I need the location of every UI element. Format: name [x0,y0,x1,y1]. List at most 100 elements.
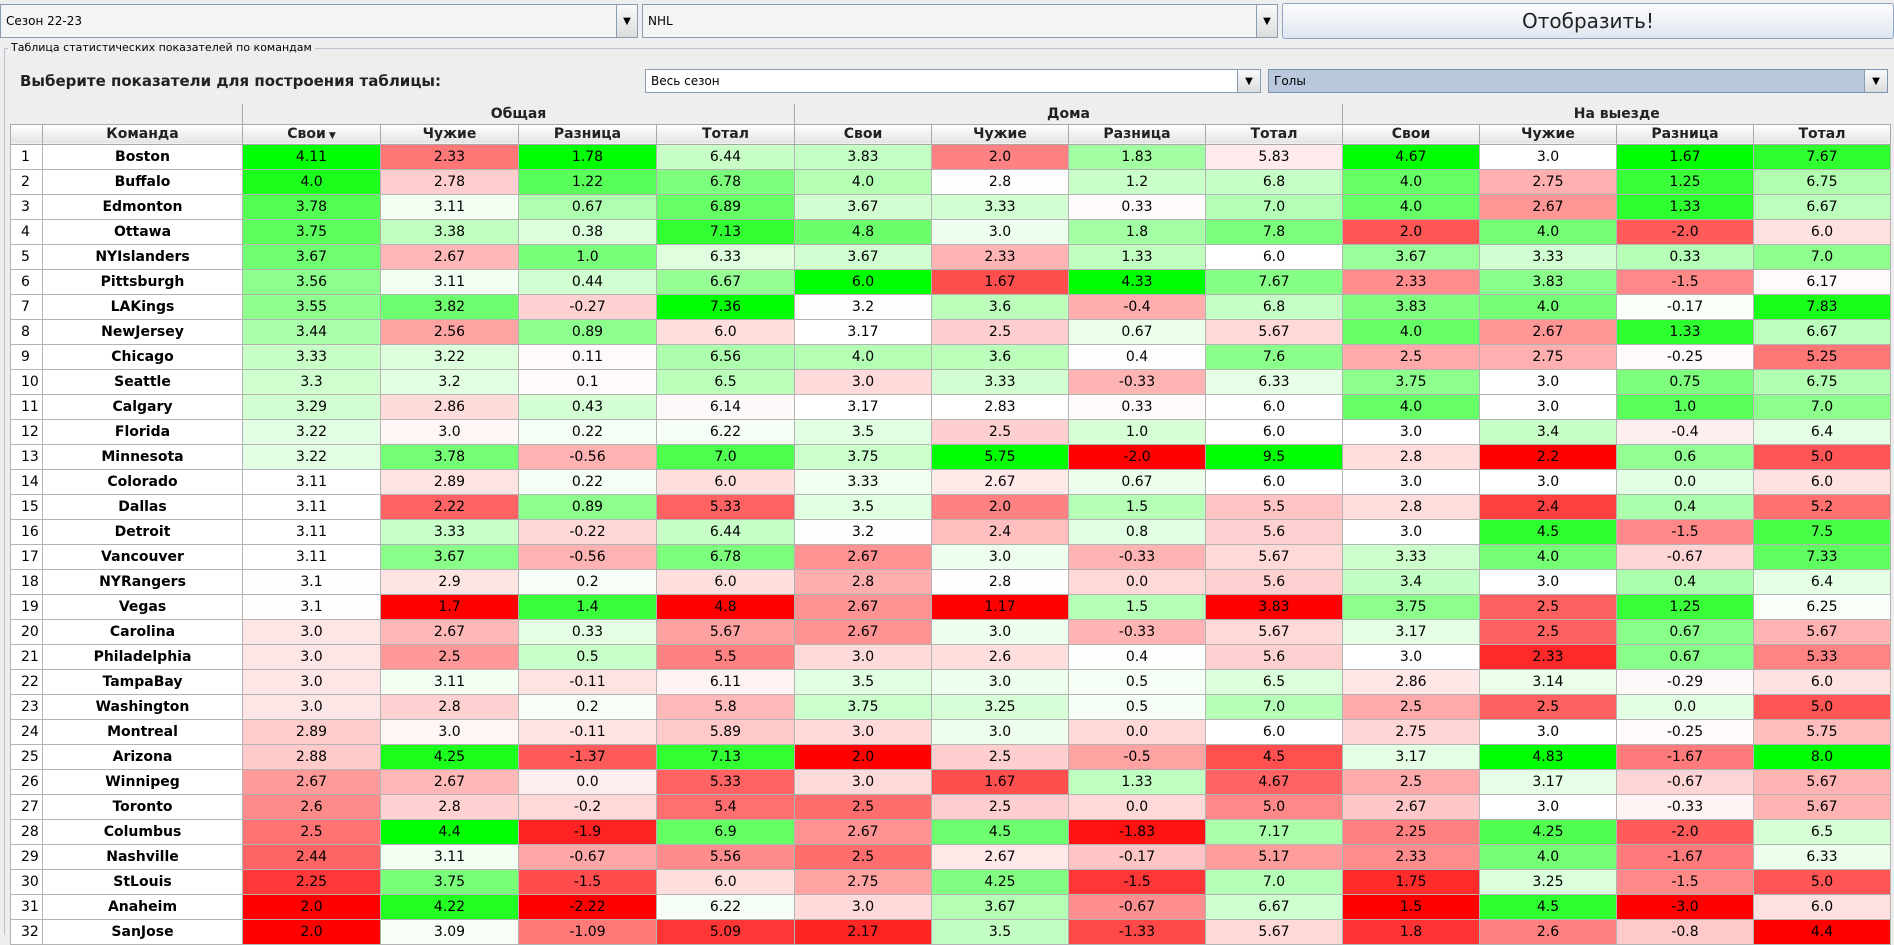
table-row[interactable]: 4 Ottawa 3.75 3.38 0.38 7.13 4.8 3.0 1.8 7.8 2.0 4.… [10,218,1891,245]
stat-cell: 3.6 [931,293,1069,320]
table-row[interactable]: 14 Colorado 3.11 2.89 0.22 6.0 3.33 2.67 0.67 6.0… [10,468,1891,495]
table-row[interactable]: 6 Pittsburgh 3.56 3.11 0.44 6.67 6.0 1.67 4.33 7.… [10,268,1891,295]
column-header[interactable]: Тотал [1205,123,1343,145]
table-row[interactable]: 20 Carolina 3.0 2.67 0.33 5.67 2.67 3.0 -0.33 5.6… [10,618,1891,645]
column-header[interactable]: Команда [42,123,243,145]
panel-title: Таблица статистических показателей по ко… [8,41,315,54]
column-header[interactable]: Разница [1068,123,1206,145]
metric-select[interactable]: Голы ▼ [1268,69,1888,93]
stat-cell: 2.78 [380,168,519,195]
team-cell: Toronto [42,793,243,820]
stat-cell: -0.67 [1616,768,1754,795]
table-row[interactable]: 32 SanJose 2.0 3.09 -1.09 5.09 2.17 3.5 -1.33 5.6… [10,918,1891,945]
table-row[interactable]: 1 Boston 4.11 2.33 1.78 6.44 3.83 2.0 1.83 5.83 4.… [10,143,1891,170]
table-row[interactable]: 8 NewJersey 3.44 2.56 0.89 6.0 3.17 2.5 0.67 5.67… [10,318,1891,345]
stat-cell: 5.0 [1205,793,1343,820]
stat-cell: -1.33 [1068,918,1206,945]
table-row[interactable]: 16 Detroit 3.11 3.33 -0.22 6.44 3.2 2.4 0.8 5.6 3.… [10,518,1891,545]
stat-cell: 2.5 [1342,693,1480,720]
table-row[interactable]: 9 Chicago 3.33 3.22 0.11 6.56 4.0 3.6 0.4 7.6 2.5 2… [10,343,1891,370]
column-header[interactable]: Чужие [380,123,519,145]
stat-cell: 2.22 [380,493,519,520]
table-row[interactable]: 7 LAKings 3.55 3.82 -0.27 7.36 3.2 3.6 -0.4 6.8 3.… [10,293,1891,320]
stat-cell: 3.17 [1479,768,1617,795]
stat-cell: 4.0 [1342,193,1480,220]
table-row[interactable]: 22 TampaBay 3.0 3.11 -0.11 6.11 3.5 3.0 0.5 6.5 2.… [10,668,1891,695]
table-row[interactable]: 26 Winnipeg 2.67 2.67 0.0 5.33 3.0 1.67 1.33 4.67… [10,768,1891,795]
stat-cell: 5.75 [1753,718,1891,745]
stat-cell: 2.33 [1479,643,1617,670]
table-row[interactable]: 18 NYRangers 3.1 2.9 0.2 6.0 2.8 2.8 0.0 5.6 3.4 3.… [10,568,1891,595]
stat-cell: 4.0 [1342,168,1480,195]
season-select[interactable]: Сезон 22-23 ▼ [0,4,638,38]
chevron-down-icon[interactable]: ▼ [616,5,637,37]
column-header-rank[interactable] [10,123,43,145]
rank-cell: 15 [10,493,43,520]
table-row[interactable]: 28 Columbus 2.5 4.4 -1.9 6.9 2.67 4.5 -1.83 7.17 2… [10,818,1891,845]
column-header[interactable]: Чужие [931,123,1069,145]
chevron-down-icon[interactable]: ▼ [1256,5,1277,37]
stat-cell: 3.22 [380,343,519,370]
stat-cell: 1.25 [1616,168,1754,195]
table-row[interactable]: 2 Buffalo 4.0 2.78 1.22 6.78 4.0 2.8 1.2 6.8 4.0 2.… [10,168,1891,195]
table-row[interactable]: 13 Minnesota 3.22 3.78 -0.56 7.0 3.75 5.75 -2.0 9… [10,443,1891,470]
table-row[interactable]: 30 StLouis 2.25 3.75 -1.5 6.0 2.75 4.25 -1.5 7.0 1… [10,868,1891,895]
column-header[interactable]: Разница [1616,123,1754,145]
table-row[interactable]: 10 Seattle 3.3 3.2 0.1 6.5 3.0 3.33 -0.33 6.33 3.7… [10,368,1891,395]
stat-cell: 6.0 [1205,468,1343,495]
table-row[interactable]: 12 Florida 3.22 3.0 0.22 6.22 3.5 2.5 1.0 6.0 3.0 3… [10,418,1891,445]
stat-cell: -2.0 [1068,443,1206,470]
table-row[interactable]: 19 Vegas 3.1 1.7 1.4 4.8 2.67 1.17 1.5 3.83 3.75 2.… [10,593,1891,620]
stat-cell: 3.75 [794,443,932,470]
stat-cell: 0.75 [1616,368,1754,395]
column-header[interactable]: Тотал [656,123,795,145]
stat-cell: 2.67 [1479,193,1617,220]
table-row[interactable]: 21 Philadelphia 3.0 2.5 0.5 5.5 3.0 2.6 0.4 5.6 3.… [10,643,1891,670]
stat-cell: 3.55 [242,293,381,320]
stat-cell: 6.0 [1753,218,1891,245]
table-row[interactable]: 3 Edmonton 3.78 3.11 0.67 6.89 3.67 3.33 0.33 7.0… [10,193,1891,220]
group-header-overall: Общая [242,104,795,124]
table-row[interactable]: 5 NYIslanders 3.67 2.67 1.0 6.33 3.67 2.33 1.33 6… [10,243,1891,270]
table-row[interactable]: 17 Vancouver 3.11 3.67 -0.56 6.78 2.67 3.0 -0.33… [10,543,1891,570]
table-row[interactable]: 11 Calgary 3.29 2.86 0.43 6.14 3.17 2.83 0.33 6.0… [10,393,1891,420]
column-header[interactable]: Чужие [1479,123,1617,145]
table-row[interactable]: 31 Anaheim 2.0 4.22 -2.22 6.22 3.0 3.67 -0.67 6.6… [10,893,1891,920]
stat-cell: 4.0 [1479,543,1617,570]
column-header[interactable]: Тотал [1753,123,1891,145]
stat-cell: 2.4 [931,518,1069,545]
stat-cell: 6.0 [656,868,795,895]
stat-cell: 4.4 [380,818,519,845]
stat-cell: 5.67 [1205,543,1343,570]
stat-cell: 3.83 [1342,293,1480,320]
chevron-down-icon[interactable]: ▼ [1864,70,1887,92]
period-select[interactable]: Весь сезон ▼ [645,69,1261,93]
table-row[interactable]: 23 Washington 3.0 2.8 0.2 5.8 3.75 3.25 0.5 7.0 2.… [10,693,1891,720]
team-cell: Minnesota [42,443,243,470]
column-header[interactable]: Свои ▼ [242,123,381,145]
stat-cell: 6.25 [1753,593,1891,620]
stat-cell: 6.4 [1753,568,1891,595]
stat-cell: 2.33 [1342,843,1480,870]
column-header[interactable]: Разница [518,123,657,145]
rank-cell: 21 [10,643,43,670]
table-row[interactable]: 24 Montreal 2.89 3.0 -0.11 5.89 3.0 3.0 0.0 6.0 2.… [10,718,1891,745]
league-select[interactable]: NHL ▼ [642,4,1278,38]
column-header-label: Разница [1651,126,1719,142]
period-value: Весь сезон [651,74,720,88]
show-button[interactable]: Отобразить! [1282,3,1894,39]
column-header[interactable]: Свои [1342,123,1480,145]
table-row[interactable]: 29 Nashville 2.44 3.11 -0.67 5.56 2.5 2.67 -0.17… [10,843,1891,870]
stat-cell: 2.0 [1342,218,1480,245]
team-cell: TampaBay [42,668,243,695]
stat-cell: 3.75 [1342,368,1480,395]
stat-cell: -0.67 [518,843,657,870]
table-row[interactable]: 27 Toronto 2.6 2.8 -0.2 5.4 2.5 2.5 0.0 5.0 2.67 3.… [10,793,1891,820]
stat-cell: 4.4 [1753,918,1891,945]
table-row[interactable]: 25 Arizona 2.88 4.25 -1.37 7.13 2.0 2.5 -0.5 4.5 3… [10,743,1891,770]
chevron-down-icon[interactable]: ▼ [1237,70,1260,92]
column-header[interactable]: Свои [794,123,932,145]
stat-cell: 2.67 [794,593,932,620]
table-row[interactable]: 15 Dallas 3.11 2.22 0.89 5.33 3.5 2.0 1.5 5.5 2.8 2… [10,493,1891,520]
stat-cell: -2.22 [518,893,657,920]
